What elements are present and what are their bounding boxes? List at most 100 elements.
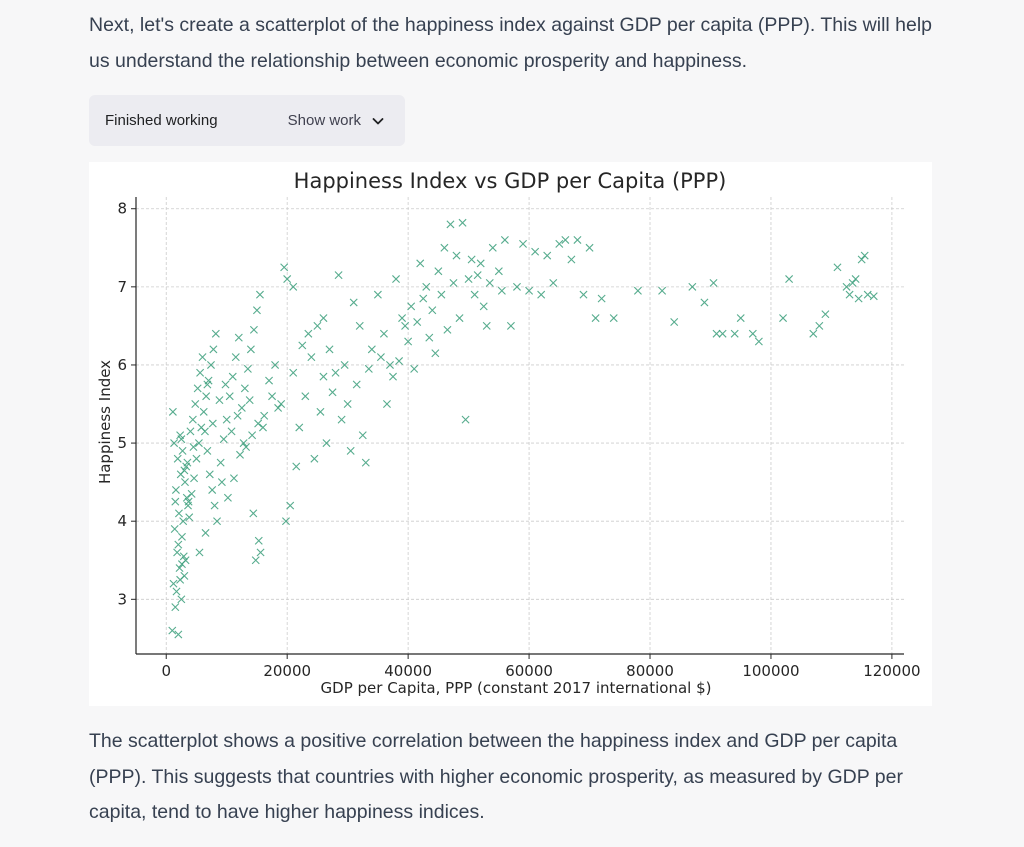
- scatter-point: [219, 435, 228, 444]
- scatter-point: [194, 439, 203, 448]
- scatter-point: [175, 564, 184, 573]
- scatter-point: [367, 345, 376, 354]
- scatter-point: [373, 290, 382, 299]
- y-tick-label: 8: [117, 200, 127, 218]
- scatter-point: [688, 282, 697, 291]
- scatter-point: [221, 380, 230, 389]
- scatter-point: [169, 579, 178, 588]
- scatter-point: [177, 532, 186, 541]
- chart-title: Happiness Index vs GDP per Capita (PPP): [294, 169, 727, 193]
- scatter-point: [425, 333, 434, 342]
- scatter-point: [256, 548, 265, 557]
- scatter-point: [848, 278, 857, 287]
- scatter-point: [322, 439, 331, 448]
- scatter-point: [180, 466, 189, 475]
- scatter-point: [179, 517, 188, 526]
- scatter-point: [561, 235, 570, 244]
- scatter-point: [833, 263, 842, 272]
- scatter-point: [609, 314, 618, 323]
- scatter-point: [242, 442, 251, 451]
- scatter-point: [289, 368, 298, 377]
- scatter-point: [170, 439, 179, 448]
- scatter-point: [184, 497, 193, 506]
- scatter-point: [210, 501, 219, 510]
- scatter-point: [310, 454, 319, 463]
- scatter-point: [389, 372, 397, 381]
- scatter-point: [286, 501, 295, 510]
- scatter-point: [313, 321, 322, 330]
- scatter-point: [213, 517, 222, 526]
- scatter-point: [255, 290, 264, 299]
- scatter-point: [254, 419, 263, 428]
- scatter-point: [361, 458, 370, 467]
- scatter-point: [730, 329, 739, 338]
- scatter-point: [419, 294, 428, 303]
- scatter-point: [355, 321, 364, 330]
- scatter-point: [202, 392, 211, 401]
- scatter-point: [182, 493, 191, 502]
- x-tick-label: 100000: [742, 662, 799, 680]
- scatter-point: [579, 290, 588, 299]
- scatter-point: [225, 392, 234, 401]
- scatter-point: [179, 552, 188, 561]
- axes: [131, 197, 904, 659]
- scatter-point: [416, 259, 425, 268]
- scatter-point: [512, 282, 521, 291]
- scatter-point: [180, 478, 189, 487]
- scatter-point: [382, 400, 391, 409]
- scatter-point: [223, 493, 232, 502]
- scatter-point: [187, 489, 196, 498]
- scatter-point: [500, 235, 509, 244]
- scatter-point: [385, 360, 394, 369]
- scatter-point: [240, 384, 249, 393]
- scatter-point: [249, 509, 258, 518]
- y-tick-label: 6: [117, 356, 127, 374]
- scatter-point: [343, 400, 352, 409]
- intro-paragraph: Next, let's create a scatterplot of the …: [89, 14, 933, 72]
- scatter-point: [352, 380, 361, 389]
- scatter-point: [237, 403, 246, 412]
- scatter-point: [470, 290, 479, 299]
- scatter-point: [364, 364, 373, 373]
- scatter-point: [446, 220, 455, 229]
- scatter-point: [585, 243, 594, 252]
- scatter-point: [203, 380, 212, 389]
- scatter-point: [265, 376, 274, 385]
- scatter-point: [482, 321, 491, 330]
- scatter-point: [455, 314, 464, 323]
- tick-labels: 0 20000 40000 60000 80000 100000 120000 3 4 5 6 7 8: [117, 200, 920, 680]
- scatter-point: [845, 290, 854, 299]
- scatter-point: [171, 603, 180, 612]
- scatter-point: [177, 560, 186, 569]
- scatter-point: [283, 275, 292, 284]
- scatter-point: [307, 353, 316, 362]
- scatter-point: [252, 306, 261, 315]
- scatter-point: [277, 400, 286, 409]
- grid: [136, 197, 904, 654]
- scatter-point: [198, 353, 207, 362]
- scatter-point: [170, 525, 179, 533]
- scatter-point: [281, 517, 290, 526]
- scatter-point: [407, 302, 416, 311]
- scatter-point: [233, 411, 242, 420]
- show-work-button[interactable]: Show work: [288, 112, 385, 129]
- scatter-point: [328, 388, 337, 397]
- scatter-point: [815, 321, 824, 330]
- x-tick-label: 20000: [263, 662, 311, 680]
- scatter-point: [431, 349, 440, 358]
- scatter-point: [712, 329, 721, 338]
- scatter-point: [231, 353, 240, 362]
- chart-canvas: Happiness Index vs GDP per Capita (PPP) …: [96, 169, 921, 697]
- x-axis-label: GDP per Capita, PPP (constant 2017 inter…: [321, 679, 712, 697]
- scatter-point: [168, 407, 177, 416]
- scatter-point: [358, 431, 367, 440]
- x-tick-label: 60000: [505, 662, 553, 680]
- show-work-label: Show work: [287, 112, 361, 129]
- scatter-point: [217, 478, 226, 487]
- scatter-point: [193, 384, 202, 393]
- scatter-point: [437, 290, 446, 299]
- data-points: [168, 218, 878, 639]
- x-tick-label: 0: [161, 662, 171, 680]
- scatter-point: [222, 415, 231, 424]
